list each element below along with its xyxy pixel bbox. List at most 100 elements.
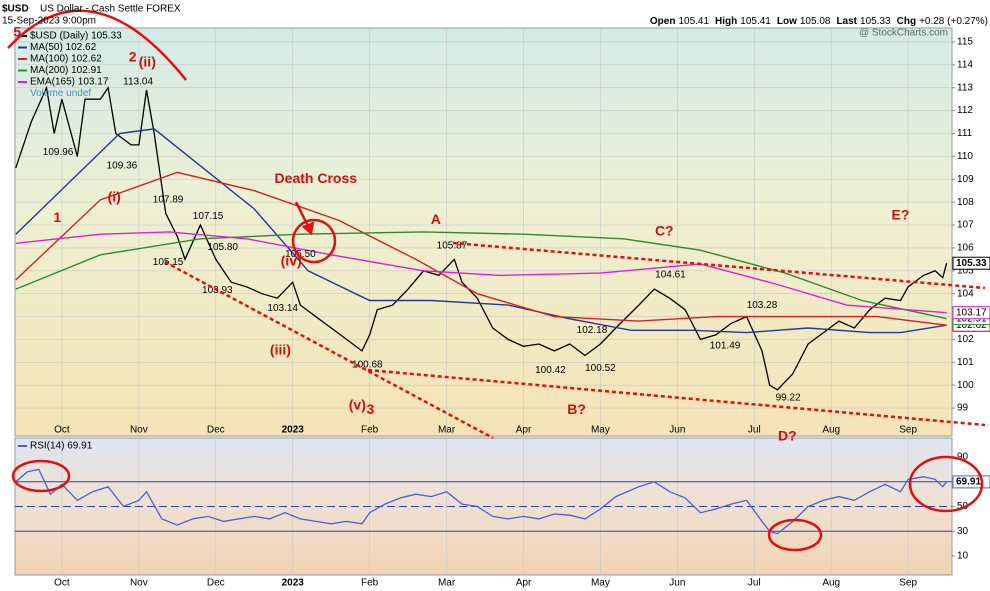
last-value-box — [952, 256, 990, 270]
series-line — [15, 171, 947, 326]
wave-label: E? — [892, 207, 910, 223]
legend-entry: $USD (Daily) 105.33 — [30, 31, 122, 42]
price-label: 113.04 — [123, 76, 153, 87]
y-tick-label: 114 — [957, 59, 973, 70]
wave-label: (i) — [108, 188, 121, 204]
x-tick-label: Jun — [669, 578, 685, 589]
x-tick-label: Jul — [748, 425, 761, 436]
highlight-arc — [7, 9, 187, 81]
x-tick-label: Nov — [130, 425, 148, 436]
trend-line — [452, 241, 986, 290]
wave-label: (ii) — [139, 53, 156, 69]
legend-entry: MA(200) 102.91 — [30, 65, 102, 76]
series-line — [15, 231, 947, 320]
stat-label: Open — [650, 16, 676, 27]
y-tick-label: 101 — [957, 357, 974, 368]
x-tick-label: Mar — [438, 578, 456, 589]
stat-value: 105.41 — [740, 16, 771, 27]
x-tick-label: Feb — [361, 578, 379, 589]
wave-label: 1 — [53, 209, 61, 225]
price-label: 99.22 — [776, 393, 801, 404]
price-label: 109.36 — [107, 161, 138, 172]
series-line — [15, 231, 947, 314]
legend-entry: Volume undef — [30, 88, 91, 99]
wave-label: (iv) — [281, 252, 302, 268]
y-tick-label: 107 — [957, 220, 974, 231]
x-tick-label: Dec — [207, 578, 225, 589]
x-tick-label: Jun — [669, 425, 685, 436]
price-label: 103.28 — [747, 300, 778, 311]
series-line — [15, 468, 948, 535]
y-tick-label: 115 — [957, 37, 973, 48]
wave-label: 5 — [13, 24, 21, 40]
x-tick-label: Aug — [822, 578, 840, 589]
price-label: 100.42 — [535, 365, 566, 376]
wave-label: 3 — [367, 401, 375, 417]
stat-value: +0.28 (+0.27%) — [919, 16, 988, 27]
y-tick-label: 106 — [957, 243, 974, 254]
price-label: 103.14 — [267, 303, 298, 314]
y-tick-label: 113 — [957, 82, 973, 93]
series-line — [15, 85, 948, 391]
arrow — [294, 201, 311, 229]
last-value: 103.17 — [956, 307, 987, 318]
arrow-head — [302, 221, 315, 236]
x-tick-label: Aug — [822, 425, 840, 436]
wave-label: C? — [655, 223, 674, 239]
wave-label: (iii) — [270, 342, 291, 358]
trend-line — [367, 368, 986, 427]
price-label: 105.80 — [207, 242, 238, 253]
wave-label: B? — [567, 401, 586, 417]
price-label: 107.15 — [193, 211, 224, 222]
price-label: 109.96 — [43, 147, 74, 158]
x-tick-label: Apr — [516, 578, 532, 589]
price-label: 101.49 — [710, 341, 741, 352]
stat-value: 105.41 — [678, 16, 709, 27]
y-tick-label: 105 — [957, 265, 974, 276]
x-tick-label: Jul — [748, 578, 761, 589]
price-label: 102.18 — [577, 325, 608, 336]
plot-layer: 9910010110210310410510610710810911011111… — [13, 24, 990, 589]
date: 15-Sep-2023 9:00pm — [2, 16, 96, 27]
y-tick-label: 100 — [957, 380, 974, 391]
watermark: @ StockCharts.com — [859, 28, 948, 39]
price-label: 105.50 — [285, 249, 316, 260]
y-tick-label: 109 — [957, 174, 974, 185]
drawings — [7, 9, 986, 552]
y-tick-label: 99 — [957, 403, 969, 414]
price-label: 104.61 — [655, 269, 686, 280]
y-tick-label: 10 — [957, 551, 969, 562]
x-tick-label: Dec — [207, 425, 225, 436]
y-tick-label: 102 — [957, 334, 974, 345]
y-tick-label: 111 — [957, 128, 973, 139]
x-tick-label: May — [591, 578, 610, 589]
price-label: 100.68 — [352, 359, 383, 370]
stat-label: Chg — [897, 16, 916, 27]
x-tick-label: Apr — [516, 425, 532, 436]
highlight-circle — [767, 518, 823, 552]
wave-label: D? — [778, 427, 797, 443]
y-tick-label: 112 — [957, 105, 973, 116]
y-tick-label: 30 — [957, 526, 969, 537]
stat-label: High — [715, 16, 737, 27]
x-tick-label: Oct — [54, 425, 70, 436]
y-tick-label: 90 — [957, 452, 969, 463]
stat-label: Low — [777, 16, 797, 27]
wave-label: 2 — [129, 49, 137, 65]
y-tick-label: 108 — [957, 197, 974, 208]
x-tick-label: Nov — [130, 578, 148, 589]
subtitle: US Dollar - Cash Settle FOREX — [40, 4, 181, 15]
stat-value: 105.08 — [800, 16, 831, 27]
wave-label: (v) — [349, 396, 366, 412]
stat-value: 105.33 — [860, 16, 891, 27]
legend-entry: MA(100) 102.62 — [30, 54, 102, 65]
trend-line — [164, 260, 494, 440]
last-value: 69.91 — [956, 477, 981, 488]
legend-entry: MA(50) 102.62 — [30, 42, 97, 53]
legend-entry: EMA(165) 103.17 — [30, 77, 109, 88]
x-tick-label: Feb — [361, 425, 379, 436]
y-tick-label: 104 — [957, 288, 974, 299]
x-tick-label: Oct — [54, 578, 70, 589]
price-label: 100.52 — [585, 363, 616, 374]
